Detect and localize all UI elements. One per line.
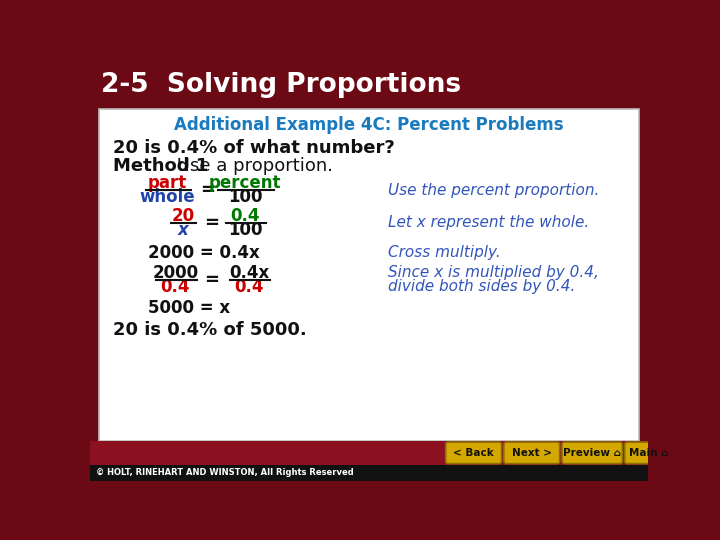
- Text: =: =: [204, 271, 219, 288]
- Text: Use the percent proportion.: Use the percent proportion.: [388, 183, 600, 198]
- Bar: [90, 65, 648, 105]
- Bar: [99, 110, 639, 441]
- FancyBboxPatch shape: [562, 442, 622, 464]
- FancyBboxPatch shape: [446, 442, 502, 464]
- Text: whole: whole: [140, 188, 195, 206]
- Text: Let x represent the whole.: Let x represent the whole.: [388, 215, 590, 230]
- Text: 2000: 2000: [152, 264, 198, 282]
- Text: 0.4x: 0.4x: [229, 264, 269, 282]
- Text: 20 is 0.4% of 5000.: 20 is 0.4% of 5000.: [113, 321, 307, 339]
- Text: 0.4: 0.4: [234, 278, 264, 295]
- Text: 100: 100: [228, 188, 262, 206]
- Text: divide both sides by 0.4.: divide both sides by 0.4.: [388, 279, 576, 294]
- Text: 20 is 0.4% of what number?: 20 is 0.4% of what number?: [113, 139, 395, 157]
- Text: Preview ⌂: Preview ⌂: [563, 448, 621, 458]
- Text: =: =: [200, 181, 215, 199]
- Bar: [90, 465, 648, 481]
- Bar: [90, 441, 648, 465]
- Text: © HOLT, RINEHART AND WINSTON, All Rights Reserved: © HOLT, RINEHART AND WINSTON, All Rights…: [96, 468, 354, 477]
- Text: 20: 20: [171, 207, 194, 225]
- Text: x: x: [178, 220, 189, 239]
- FancyBboxPatch shape: [504, 442, 559, 464]
- Text: =: =: [204, 214, 219, 232]
- Text: 5000 = x: 5000 = x: [148, 299, 230, 317]
- Text: Since x is multiplied by 0.4,: Since x is multiplied by 0.4,: [388, 265, 599, 280]
- Text: 0.4: 0.4: [230, 207, 260, 225]
- Text: 0.4: 0.4: [161, 278, 190, 295]
- FancyBboxPatch shape: [625, 442, 672, 464]
- Text: 100: 100: [228, 220, 262, 239]
- Text: Main ⌂: Main ⌂: [629, 448, 669, 458]
- Text: Method 1: Method 1: [113, 158, 209, 176]
- Text: part: part: [148, 174, 187, 192]
- Text: Cross multiply.: Cross multiply.: [388, 245, 501, 260]
- Text: percent: percent: [209, 174, 282, 192]
- Text: Next >: Next >: [512, 448, 552, 458]
- Text: < Back: < Back: [454, 448, 494, 458]
- Text: Use a proportion.: Use a proportion.: [171, 158, 333, 176]
- Text: 2-5  Solving Proportions: 2-5 Solving Proportions: [101, 72, 461, 98]
- Text: 2000 = 0.4x: 2000 = 0.4x: [148, 244, 260, 262]
- Text: Additional Example 4C: Percent Problems: Additional Example 4C: Percent Problems: [174, 116, 564, 134]
